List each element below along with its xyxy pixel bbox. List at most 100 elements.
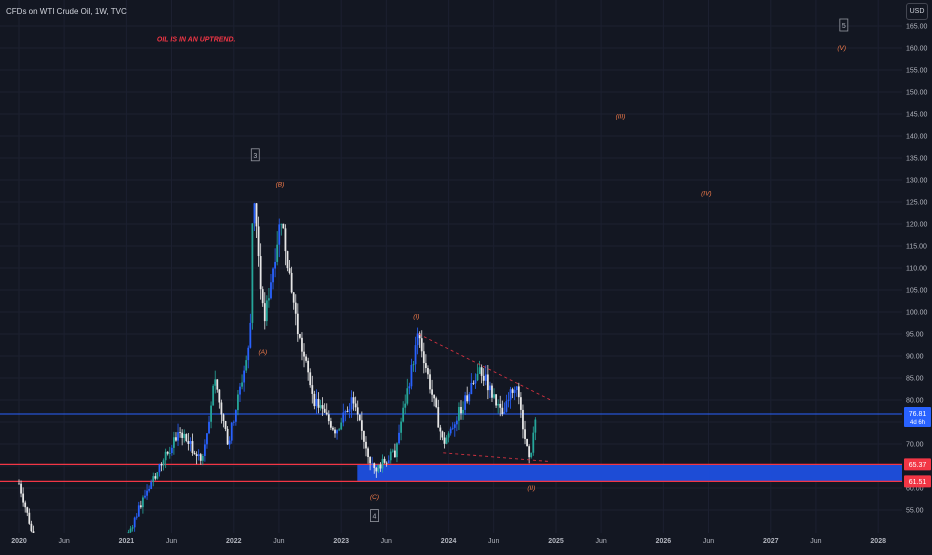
candle-body (342, 412, 345, 423)
candle-body (294, 302, 297, 314)
candle-body (424, 363, 427, 369)
candle-body (284, 228, 287, 252)
x-tick-label: Jun (166, 538, 177, 545)
candle-body (183, 434, 186, 438)
candle-body (495, 394, 498, 406)
candle-body (177, 432, 179, 441)
candle-body (480, 367, 483, 376)
candle-body (445, 437, 448, 444)
candle-body (394, 450, 396, 458)
candle-body (478, 367, 481, 374)
candle-body (402, 407, 405, 422)
currency-button[interactable]: USD (906, 3, 928, 20)
candle-body (441, 431, 444, 438)
candle-body (391, 450, 394, 452)
candle-body (356, 407, 359, 415)
candle-body (534, 419, 537, 433)
candle-body (224, 421, 227, 429)
candle-body (30, 523, 33, 532)
candle-body (139, 505, 142, 508)
candle-body (336, 430, 338, 434)
countdown-label: 4d 6h (910, 420, 925, 426)
candle-body (257, 226, 260, 257)
candle-body (511, 389, 514, 393)
y-tick-label: 160.00 (906, 46, 928, 53)
level-badge (904, 458, 931, 471)
trendline (443, 452, 551, 463)
candle-body (298, 334, 301, 338)
candle-body (410, 364, 413, 387)
candle-body (491, 385, 493, 398)
candle-body (220, 402, 223, 415)
candle-body (292, 292, 295, 303)
candle-body (216, 379, 219, 390)
candle-body (474, 380, 477, 384)
candle-body (228, 440, 231, 445)
candle-body (187, 440, 190, 444)
candle-body (259, 256, 262, 290)
candle-body (532, 432, 535, 453)
candle-body (144, 495, 146, 498)
wave-box (250, 148, 260, 162)
candle-body (208, 421, 210, 434)
grid (0, 0, 902, 533)
candle-body (319, 405, 322, 408)
candle-body (243, 370, 246, 383)
candle-body (193, 452, 196, 455)
x-tick-label: Jun (703, 538, 714, 545)
x-tick-label: 2028 (870, 538, 886, 545)
candle-body (464, 395, 467, 410)
candle-body (133, 517, 136, 528)
y-tick-label: 110.00 (906, 266, 927, 273)
candle-body (422, 351, 425, 364)
candle-body (181, 432, 184, 438)
candle-body (307, 360, 310, 373)
x-tick-label: 2021 (119, 538, 135, 545)
candle-body (251, 223, 254, 323)
candle-body (369, 457, 372, 464)
wave-label: (V) (837, 45, 846, 52)
candle-body (416, 333, 419, 346)
candle-body (468, 394, 471, 402)
candle-body (462, 409, 464, 414)
candle-body (517, 386, 520, 398)
candle-body (439, 427, 442, 432)
candle-body (170, 447, 173, 454)
candle-body (137, 505, 140, 517)
candle-body (18, 483, 20, 485)
y-tick-label: 100.00 (906, 310, 928, 317)
x-tick-label: Jun (595, 538, 606, 545)
candle-body (346, 411, 349, 412)
candle-body (455, 420, 458, 425)
y-tick-label: 85.00 (906, 376, 924, 383)
candle-body (309, 372, 312, 386)
candle-body (334, 429, 336, 434)
candle-body (164, 451, 167, 461)
candle-body (352, 397, 355, 404)
x-tick-label: 2026 (656, 538, 672, 545)
candle-body (377, 464, 380, 472)
candle-body (371, 463, 374, 465)
candle-body (431, 389, 433, 395)
candle-body (152, 476, 155, 483)
wave-label: (I) (413, 314, 419, 321)
candle-body (375, 467, 378, 472)
candle-body (179, 432, 181, 433)
candle-body (484, 374, 487, 381)
candle-body (166, 451, 169, 454)
candle-body (290, 272, 293, 293)
candle-body (404, 403, 407, 408)
candle-body (412, 364, 415, 366)
candle-body (156, 472, 159, 479)
candles (18, 202, 537, 534)
symbol-title: CFDs on WTI Crude Oil, 1W, TVC (6, 7, 127, 16)
candle-body (497, 403, 500, 406)
candle-body (230, 422, 233, 441)
wave-label-boxed: 5 (842, 23, 846, 30)
candle-body (150, 482, 153, 489)
y-tick-label: 70.00 (906, 442, 924, 449)
candle-body (162, 460, 165, 466)
candle-body (24, 502, 27, 508)
